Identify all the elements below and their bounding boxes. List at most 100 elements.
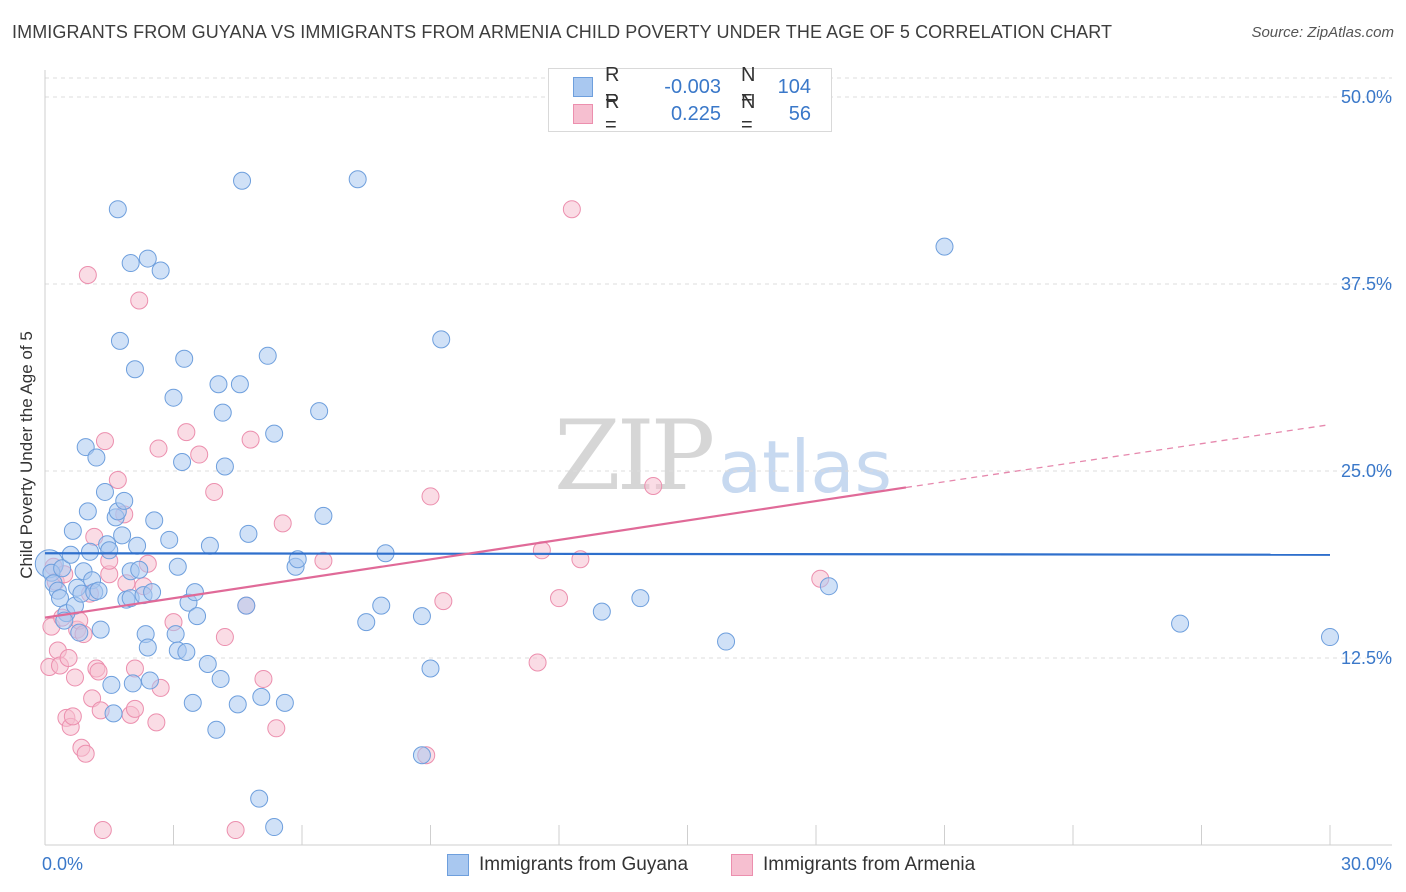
guyana-point bbox=[631, 589, 650, 608]
guyana-point bbox=[138, 638, 157, 657]
guyana-point bbox=[237, 596, 256, 615]
y-tick-label: 25.0% bbox=[1341, 461, 1392, 481]
trend-line-armenia bbox=[44, 486, 907, 619]
guyana-point bbox=[421, 659, 440, 678]
armenia-point bbox=[125, 699, 144, 718]
legend-r-label: R = bbox=[605, 91, 620, 136]
legend-item-armenia[interactable]: Immigrants from Armenia bbox=[731, 852, 975, 878]
armenia-point bbox=[108, 470, 127, 489]
legend-n-label: N = bbox=[741, 91, 756, 136]
guyana-point bbox=[164, 388, 183, 407]
legend-label-armenia: Immigrants from Armenia bbox=[763, 854, 976, 875]
armenia-point bbox=[571, 550, 590, 569]
armenia-point bbox=[147, 713, 166, 732]
y-tick-label: 50.0% bbox=[1341, 87, 1392, 107]
chart-title: IMMIGRANTS FROM GUYANA VS IMMIGRANTS FRO… bbox=[12, 22, 1113, 42]
legend-label-guyana: Immigrants from Guyana bbox=[479, 854, 689, 875]
guyana-point bbox=[275, 693, 294, 712]
armenia-point bbox=[149, 439, 168, 458]
armenia-point bbox=[130, 291, 149, 310]
guyana-point bbox=[128, 536, 147, 555]
legend-item-guyana[interactable]: Immigrants from Guyana bbox=[447, 852, 688, 878]
guyana-point bbox=[140, 671, 159, 690]
x-tick-label-max: 30.0% bbox=[1341, 854, 1392, 874]
stats-legend: R = -0.003 N = 104 R = 0.225 N = 56 bbox=[548, 64, 832, 136]
legend-swatch-armenia bbox=[573, 104, 593, 124]
guyana-point bbox=[228, 695, 247, 714]
armenia-point bbox=[434, 592, 453, 611]
guyana-point bbox=[198, 654, 217, 673]
guyana-point bbox=[188, 607, 207, 626]
guyana-point bbox=[935, 237, 954, 256]
armenia-point bbox=[89, 662, 108, 681]
guyana-point bbox=[215, 457, 234, 476]
legend-r-value: 0.225 bbox=[670, 102, 721, 125]
guyana-point bbox=[87, 448, 106, 467]
guyana-point bbox=[50, 589, 69, 608]
guyana-point bbox=[1321, 628, 1339, 647]
guyana-point bbox=[168, 557, 187, 576]
guyana-point bbox=[209, 375, 228, 394]
armenia-point bbox=[267, 719, 286, 738]
guyana-point bbox=[200, 536, 219, 555]
guyana-point bbox=[1171, 614, 1190, 633]
guyana-point bbox=[100, 541, 119, 560]
guyana-point bbox=[70, 623, 89, 642]
armenia-point bbox=[78, 266, 97, 285]
trend-line-armenia-extension bbox=[905, 423, 1331, 489]
armenia-point bbox=[314, 551, 333, 570]
guyana-point bbox=[110, 331, 129, 350]
guyana-point bbox=[185, 583, 204, 602]
y-tick-label: 12.5% bbox=[1341, 648, 1392, 668]
guyana-point bbox=[80, 542, 99, 561]
legend-r-label: R = bbox=[605, 64, 620, 109]
guyana-point bbox=[145, 511, 164, 530]
guyana-point bbox=[61, 545, 80, 564]
legend-swatch-guyana bbox=[573, 77, 593, 97]
legend-r-value: -0.003 bbox=[664, 75, 721, 98]
legend-row-guyana: R = -0.003 N = 104 bbox=[549, 64, 811, 109]
armenia-point bbox=[241, 430, 260, 449]
guyana-point bbox=[53, 559, 72, 578]
trend-layer bbox=[44, 423, 1331, 619]
guyana-point bbox=[239, 524, 258, 543]
guyana-point bbox=[160, 530, 179, 549]
guyana-point bbox=[123, 674, 142, 693]
guyana-point bbox=[592, 602, 611, 621]
source-label: Source: ZipAtlas.com bbox=[1251, 24, 1394, 41]
guyana-point bbox=[151, 261, 170, 280]
legend-n-value: 56 bbox=[788, 102, 811, 125]
guyana-point bbox=[412, 607, 431, 626]
axis-layer bbox=[44, 70, 1392, 846]
guyana-point bbox=[177, 643, 196, 662]
guyana-point bbox=[113, 526, 132, 545]
guyana-point bbox=[104, 704, 123, 723]
guyana-point bbox=[265, 818, 284, 837]
armenia-point bbox=[177, 423, 196, 442]
guyana-point bbox=[143, 583, 162, 602]
guyana-point bbox=[95, 482, 114, 501]
guyana-point bbox=[372, 596, 391, 615]
armenia-point bbox=[550, 589, 568, 608]
trend-line-guyana bbox=[44, 552, 1331, 556]
guyana-point bbox=[102, 675, 121, 694]
guyana-point bbox=[130, 560, 149, 579]
guyana-point bbox=[175, 349, 194, 368]
armenia-point bbox=[562, 200, 581, 219]
armenia-point bbox=[59, 649, 78, 667]
armenia-point bbox=[273, 514, 292, 533]
legend-n-label: N = bbox=[741, 64, 756, 109]
armenia-point bbox=[421, 487, 440, 506]
armenia-point bbox=[65, 668, 84, 687]
guyana-point bbox=[233, 171, 252, 190]
guyana-point bbox=[258, 346, 277, 365]
guyana-point bbox=[357, 613, 376, 632]
armenia-point bbox=[76, 744, 95, 763]
guyana-point bbox=[78, 502, 97, 521]
legend-row-armenia: R = 0.225 N = 56 bbox=[549, 91, 811, 136]
tick-label-layer: 12.5% 25.0% 37.5% 50.0% 0.0% 30.0% bbox=[42, 87, 1392, 874]
guyana-point bbox=[348, 170, 367, 189]
guyana-point bbox=[89, 581, 108, 600]
armenia-point bbox=[63, 707, 82, 726]
